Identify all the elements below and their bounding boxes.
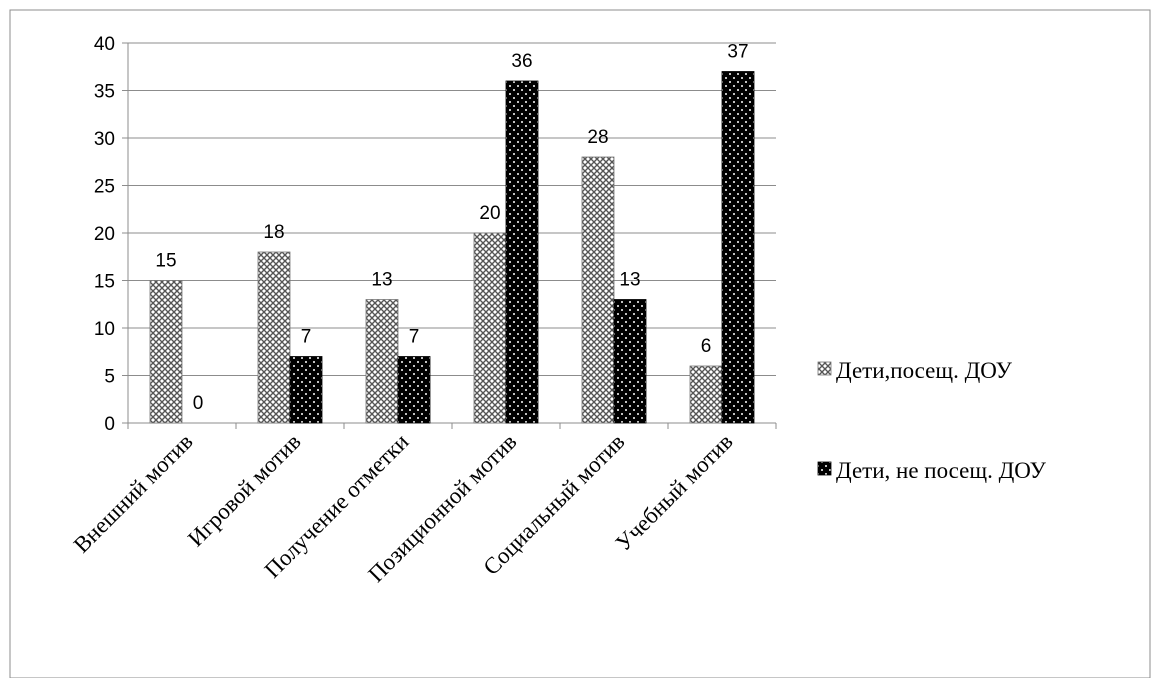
data-label: 28 xyxy=(587,127,608,148)
data-labels: 15 0 18 7 13 7 20 36 28 13 6 37 xyxy=(155,42,748,415)
y-tick-label: 25 xyxy=(94,177,115,198)
y-tick-label: 40 xyxy=(94,34,115,55)
bar-attending xyxy=(473,232,507,424)
data-label: 6 xyxy=(701,336,712,357)
bars xyxy=(149,71,755,424)
data-label: 18 xyxy=(263,222,284,243)
data-label: 37 xyxy=(727,42,748,63)
y-tick-label: 30 xyxy=(94,129,115,150)
legend-label: Дети, не посещ. ДОУ xyxy=(836,458,1047,483)
bar-not-attending xyxy=(613,299,647,424)
y-tick-label: 20 xyxy=(94,224,115,245)
bar-attending xyxy=(365,299,399,424)
data-label: 13 xyxy=(371,270,392,291)
legend-swatch xyxy=(817,361,832,376)
y-tick-label: 35 xyxy=(94,82,115,103)
chart-frame xyxy=(9,9,1151,678)
y-tick-label: 0 xyxy=(104,414,115,435)
bar-attending xyxy=(581,156,615,424)
y-tick-label: 15 xyxy=(94,272,115,293)
bar-attending xyxy=(149,280,183,424)
bar-not-attending xyxy=(721,71,755,424)
legend-swatch xyxy=(817,461,832,476)
data-label: 20 xyxy=(479,203,500,224)
data-label: 36 xyxy=(511,51,532,72)
axes xyxy=(122,42,777,429)
data-label: 15 xyxy=(155,251,176,272)
data-label: 13 xyxy=(619,270,640,291)
bar-attending xyxy=(257,251,291,424)
bar-not-attending xyxy=(397,356,431,424)
bar-attending xyxy=(689,365,723,424)
data-label: 7 xyxy=(409,327,420,348)
legend: Дети,посещ. ДОУ Дети, не посещ. ДОУ xyxy=(817,358,1047,483)
bar-not-attending xyxy=(289,356,323,424)
data-label: 7 xyxy=(301,327,312,348)
y-tick-labels: 0 5 10 15 20 25 30 35 40 xyxy=(94,34,115,435)
bar-not-attending xyxy=(505,80,539,424)
legend-label: Дети,посещ. ДОУ xyxy=(836,358,1013,383)
y-tick-label: 10 xyxy=(94,319,115,340)
data-label: 0 xyxy=(193,393,204,414)
y-tick-label: 5 xyxy=(104,367,115,388)
grid-lines xyxy=(128,42,776,376)
